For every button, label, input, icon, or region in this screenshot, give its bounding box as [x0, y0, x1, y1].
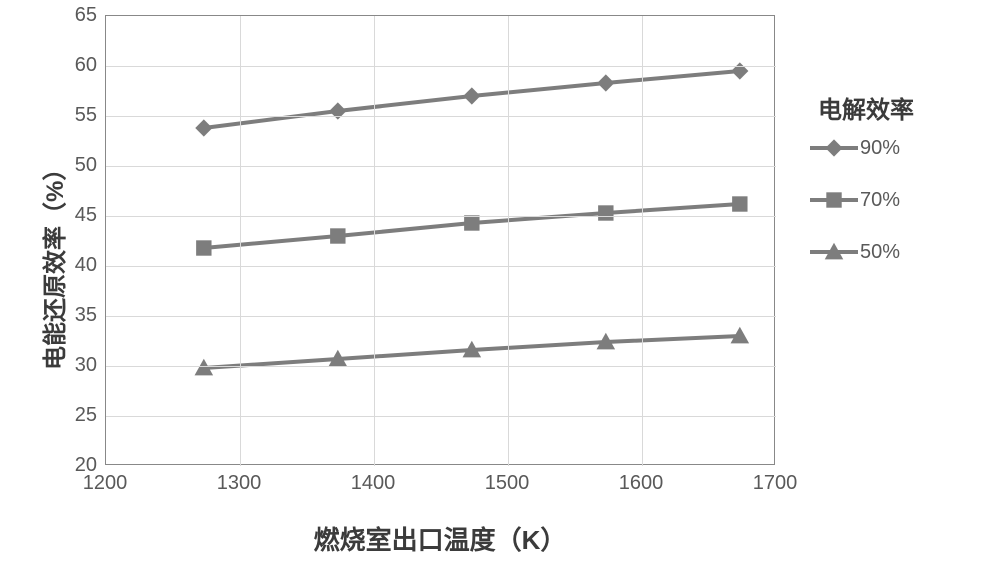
grid-line-h: [106, 66, 776, 67]
marker-diamond: [463, 87, 480, 104]
x-tick-label: 1200: [65, 473, 145, 493]
grid-line-v: [240, 16, 241, 466]
x-tick-label: 1600: [601, 473, 681, 493]
marker-diamond: [597, 74, 614, 91]
plot-area: [105, 15, 775, 465]
y-tick-label: 60: [47, 55, 97, 75]
x-tick-label: 1400: [333, 473, 413, 493]
y-tick-label: 65: [47, 5, 97, 25]
x-tick-label: 1300: [199, 473, 279, 493]
chart-svg: [106, 16, 776, 466]
x-axis-title: 燃烧室出口温度（K）: [105, 520, 775, 557]
y-tick-label: 55: [47, 105, 97, 125]
grid-line-h: [106, 266, 776, 267]
y-tick-label: 25: [47, 405, 97, 425]
y-tick-label: 30: [47, 355, 97, 375]
triangle-icon: [810, 240, 858, 264]
marker-square: [598, 205, 613, 220]
y-tick-label: 45: [47, 205, 97, 225]
marker-square: [464, 215, 479, 230]
marker-square: [732, 196, 747, 211]
legend-item-90%: 90%: [810, 136, 900, 160]
grid-line-h: [106, 116, 776, 117]
grid-line-v: [508, 16, 509, 466]
diamond-icon: [810, 136, 858, 160]
grid-line-v: [642, 16, 643, 466]
marker-square: [196, 240, 211, 255]
square-icon: [810, 188, 858, 212]
x-tick-label: 1700: [735, 473, 815, 493]
marker-diamond: [731, 62, 748, 79]
legend-item-70%: 70%: [810, 188, 900, 212]
grid-line-h: [106, 216, 776, 217]
y-tick-label: 50: [47, 155, 97, 175]
grid-line-h: [106, 316, 776, 317]
y-tick-label: 35: [47, 305, 97, 325]
legend-label: 50%: [860, 241, 900, 264]
chart-container: 电能还原效率（%） 燃烧室出口温度（K） 电解效率 90%70%50% 2025…: [0, 0, 1000, 581]
marker-square: [330, 228, 345, 243]
grid-line-h: [106, 166, 776, 167]
grid-line-h: [106, 366, 776, 367]
grid-line-v: [374, 16, 375, 466]
x-tick-label: 1500: [467, 473, 547, 493]
y-tick-label: 40: [47, 255, 97, 275]
marker-diamond: [329, 102, 346, 119]
legend-title: 电解效率: [818, 90, 914, 125]
legend-label: 90%: [860, 137, 900, 160]
marker-diamond: [195, 119, 212, 136]
grid-line-h: [106, 416, 776, 417]
legend-label: 70%: [860, 189, 900, 212]
legend-item-50%: 50%: [810, 240, 900, 264]
